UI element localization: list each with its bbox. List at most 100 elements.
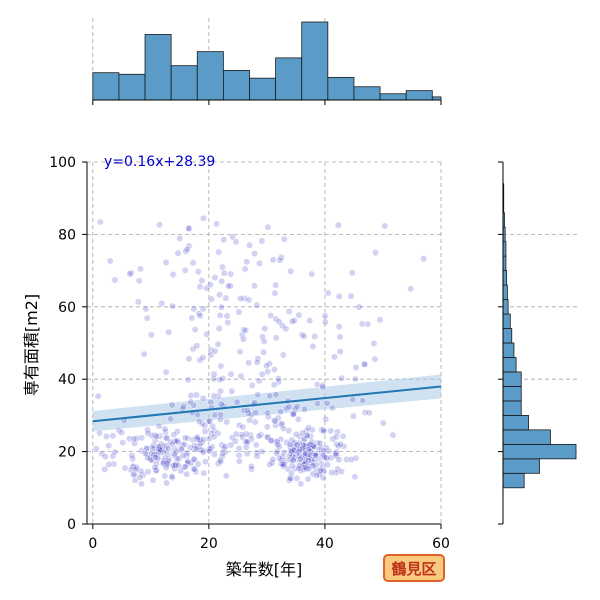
scatter-point [221, 443, 229, 450]
scatter-point [322, 415, 330, 423]
scatter-point [358, 320, 366, 328]
scatter-point [336, 440, 344, 448]
scatter-point [198, 277, 206, 285]
scatter-point [311, 332, 319, 340]
scatter-point [288, 436, 296, 444]
right-hist-bar [502, 429, 551, 445]
scatter-point [141, 450, 149, 458]
scatter-point [229, 233, 237, 241]
y-tick-label: 40 [58, 372, 76, 388]
scatter-point [282, 325, 290, 333]
scatter-point [199, 394, 207, 402]
scatter-point [334, 221, 342, 229]
scatter-point [389, 431, 397, 439]
scatter-point [223, 312, 231, 320]
scatter-point [121, 464, 129, 472]
scatter-point [343, 456, 351, 463]
scatter-point [168, 473, 176, 480]
scatter-point [235, 451, 243, 459]
scatter-point [158, 299, 166, 307]
scatter-point [248, 435, 256, 443]
scatter-point [187, 398, 195, 406]
scatter-point [340, 442, 348, 450]
scatter-point [133, 463, 141, 471]
scatter-point [251, 282, 258, 290]
ward-badge-label: 鶴見区 [391, 560, 436, 578]
scatter-point [324, 461, 331, 469]
ward-badge-box [383, 554, 445, 582]
right-hist-bar [502, 284, 508, 300]
scatter-point [285, 403, 293, 411]
scatter-point [270, 366, 278, 374]
scatter-point [272, 391, 280, 399]
scatter-point [227, 441, 235, 449]
top-hist-bar [353, 86, 381, 101]
scatter-point [325, 447, 333, 455]
scatter-point [180, 403, 188, 411]
scatter-point [355, 303, 363, 311]
scatter-point [164, 445, 172, 453]
scatter-point [253, 301, 261, 309]
scatter-point [205, 447, 213, 455]
scatter-point [195, 418, 203, 425]
scatter-point [101, 453, 109, 461]
x-axis-label: 築年数[年] [226, 560, 303, 579]
scatter-point [101, 465, 109, 473]
scatter-point [243, 450, 251, 458]
scatter-point [130, 435, 138, 443]
right-hist-bar [502, 443, 577, 460]
scatter-point [218, 277, 226, 285]
scatter-point [244, 438, 251, 446]
scatter-point [336, 333, 344, 341]
scatter-point [287, 267, 295, 275]
scatter-point [217, 458, 225, 466]
scatter-point [211, 274, 219, 281]
scatter-point [246, 241, 253, 249]
scatter-point [286, 441, 294, 449]
scatter-point [308, 438, 316, 446]
scatter-point [239, 423, 247, 431]
scatter-point [338, 468, 345, 475]
scatter-point [199, 305, 207, 313]
scatter-point [185, 242, 193, 250]
scatter-point [242, 430, 250, 438]
scatter-point [196, 312, 204, 320]
scatter-point [242, 443, 250, 451]
scatter-point [190, 455, 198, 463]
scatter-point [277, 408, 285, 416]
y-tick-label: 0 [67, 517, 76, 533]
scatter-point [223, 418, 231, 426]
ward-badge: 鶴見区 [383, 554, 445, 582]
scatter-point [220, 269, 228, 277]
scatter-point [264, 368, 272, 376]
scatter-point [106, 257, 114, 265]
scatter-point [301, 451, 309, 459]
scatter-point [301, 464, 309, 472]
scatter-point [270, 381, 278, 389]
scatter-point [151, 463, 159, 471]
scatter-point [207, 351, 215, 359]
top-hist-bar [92, 72, 120, 101]
scatter-point [183, 452, 190, 460]
scatter-point [206, 445, 213, 453]
right-hist-bar [502, 328, 513, 344]
scatter-point [171, 450, 178, 458]
top-hist-bar [144, 34, 172, 101]
scatter-point [328, 404, 336, 412]
scatter-point [300, 332, 308, 340]
x-tick-label: 60 [432, 536, 450, 552]
scatter-point [182, 463, 189, 471]
scatter-point [289, 456, 297, 464]
scatter-point [210, 370, 218, 378]
scatter-point [251, 250, 259, 258]
scatter-point [292, 430, 300, 438]
scatter-point [267, 312, 275, 320]
scatter-point [217, 362, 225, 370]
top-hist-bar [249, 77, 277, 101]
scatter-point [254, 355, 262, 363]
scatter-point [227, 270, 235, 278]
scatter-point [207, 346, 215, 354]
scatter-point [183, 449, 191, 457]
scatter-point [217, 400, 225, 408]
